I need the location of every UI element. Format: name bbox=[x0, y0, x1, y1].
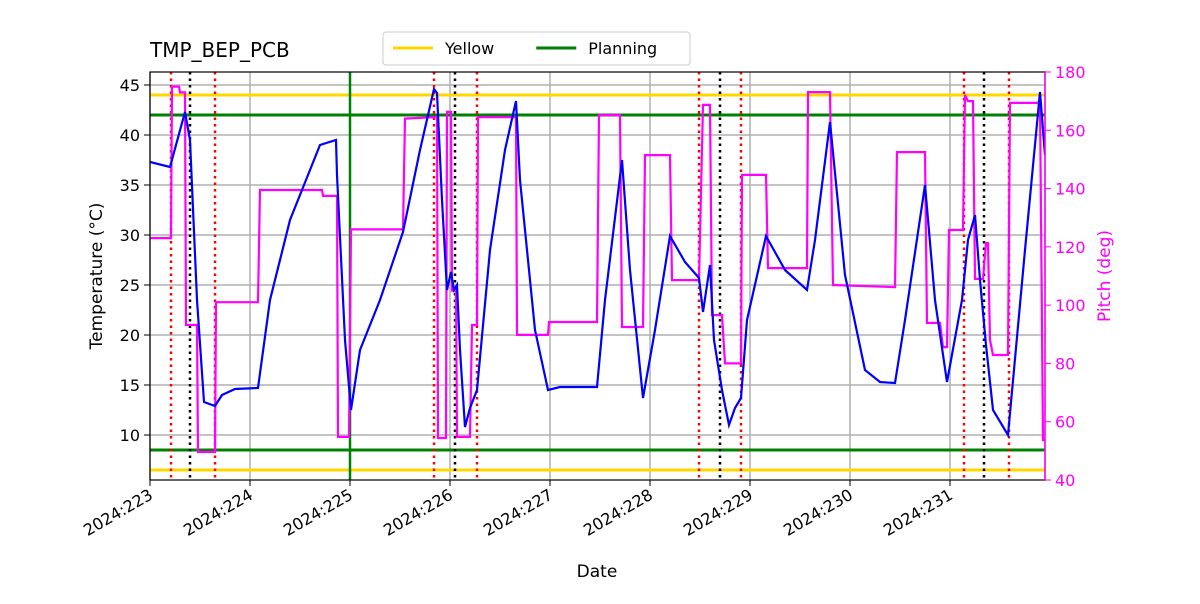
chart-title: TMP_BEP_PCB bbox=[149, 38, 290, 62]
y2-tick-label: 60 bbox=[1055, 413, 1075, 432]
y-tick-label: 35 bbox=[120, 176, 140, 195]
series-line bbox=[150, 86, 1045, 439]
y2-axis-label: Pitch (deg) bbox=[1095, 230, 1115, 322]
x-axis-label: Date bbox=[577, 562, 618, 582]
y-axis-label: Temperature (°C) bbox=[87, 203, 107, 351]
y2-tick-label: 80 bbox=[1055, 354, 1075, 373]
y-tick-label: 15 bbox=[120, 376, 140, 395]
y-tick-label: 40 bbox=[120, 126, 140, 145]
y-tick-label: 45 bbox=[120, 76, 140, 95]
y2-tick-label: 140 bbox=[1055, 180, 1086, 199]
y2-tick-label: 120 bbox=[1055, 238, 1086, 257]
y-tick-label: 30 bbox=[120, 226, 140, 245]
y2-tick-label: 160 bbox=[1055, 121, 1086, 140]
y-tick-label: 20 bbox=[120, 326, 140, 345]
series-line bbox=[150, 85, 1045, 454]
legend-label: Yellow bbox=[444, 39, 494, 58]
y2-tick-label: 40 bbox=[1055, 471, 1075, 490]
y-tick-label: 10 bbox=[120, 426, 140, 445]
legend-label: Planning bbox=[588, 39, 657, 58]
y2-tick-label: 100 bbox=[1055, 296, 1086, 315]
y2-tick-label: 180 bbox=[1055, 63, 1086, 82]
y-tick-label: 25 bbox=[120, 276, 140, 295]
